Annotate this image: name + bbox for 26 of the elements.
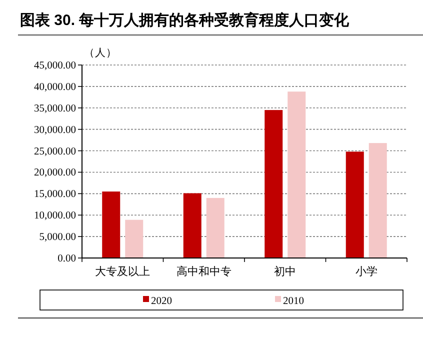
x-tick-label: 初中	[274, 265, 296, 278]
x-tick-label: 高中和中专	[176, 265, 232, 278]
bar	[206, 198, 224, 258]
bar	[264, 110, 283, 258]
bar	[288, 92, 306, 258]
y-tick-label: 45,000.00	[34, 60, 76, 72]
chart-title: 图表 30. 每十万人拥有的各种受教育程度人口变化	[20, 11, 350, 29]
x-tick-label: 小学	[355, 265, 378, 278]
x-tick-label: 大专及以上	[95, 265, 150, 278]
y-tick-label: 35,000.00	[34, 103, 76, 114]
y-tick-label: 40,000.00	[34, 82, 76, 93]
y-axis-title: （人）	[84, 47, 117, 59]
y-tick-label: 10,000.00	[34, 210, 76, 222]
bar	[368, 143, 387, 258]
y-tick-label: 25,000.00	[34, 146, 76, 158]
bar	[183, 193, 202, 258]
bar	[346, 152, 364, 258]
y-tick-label: 20,000.00	[34, 168, 76, 179]
y-tick-label: 15,000.00	[34, 189, 76, 200]
y-tick-label: 0.00	[58, 254, 76, 264]
legend-label: 2020	[151, 296, 172, 307]
bar	[102, 192, 120, 258]
y-tick-label: 30,000.00	[34, 124, 76, 136]
y-tick-label: 5,000.00	[39, 232, 76, 244]
bar	[125, 220, 144, 258]
legend-label: 2010	[283, 296, 304, 307]
